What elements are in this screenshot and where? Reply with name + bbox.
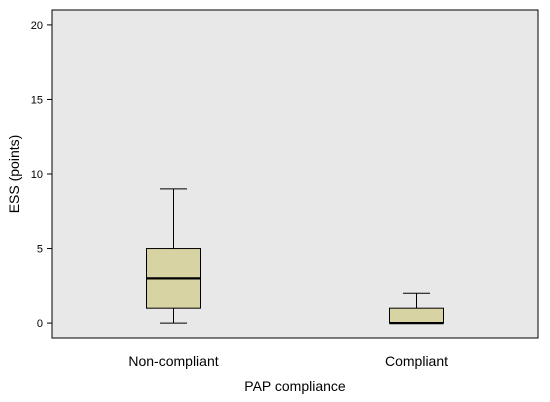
- box-compliant: [389, 292, 444, 325]
- y-tick-label: 0: [37, 318, 43, 330]
- box-non-compliant: [146, 188, 201, 324]
- plot-area: [51, 9, 539, 339]
- x-axis-title: PAP compliance: [244, 378, 346, 394]
- x-category-label: Non-compliant: [128, 353, 218, 369]
- y-tick-label: 15: [31, 94, 43, 106]
- x-axis-category-labels: Non-compliant Compliant: [128, 353, 448, 369]
- x-category-label: Compliant: [385, 353, 448, 369]
- interquartile-box: [389, 307, 444, 324]
- y-tick-label: 10: [31, 169, 43, 181]
- y-axis-title: ESS (points): [6, 135, 22, 214]
- y-tick-label: 20: [31, 20, 43, 32]
- box-series: [146, 188, 444, 325]
- y-tick-label: 5: [37, 244, 43, 256]
- y-axis-ticks: 0 5 10 15 20: [31, 20, 52, 330]
